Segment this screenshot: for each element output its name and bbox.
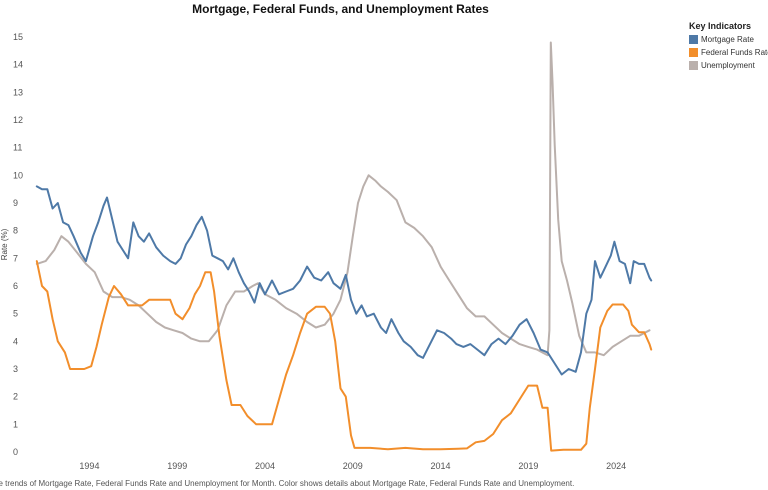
y-tick-label: 6 [13,281,18,291]
legend-item-unemployment[interactable]: Unemployment [689,59,768,72]
y-tick-label: 1 [13,419,18,429]
y-tick-label: 8 [13,226,18,236]
series-line-unemployment[interactable] [35,41,651,357]
y-tick-label: 12 [13,115,23,125]
legend[interactable]: Key Indicators Mortgage Rate Federal Fun… [689,21,768,72]
x-tick-label: 2004 [255,461,275,471]
series-line-federal-funds-rate[interactable] [35,260,653,452]
x-tick-label: 2009 [343,461,363,471]
plot-area[interactable] [0,22,681,468]
chart-title: Mortgage, Federal Funds, and Unemploymen… [192,2,489,16]
x-tick-label: 1999 [167,461,187,471]
y-tick-label: 13 [13,87,23,97]
y-tick-label: 15 [13,32,23,42]
legend-swatch-unemployment [689,61,698,70]
y-tick-label: 2 [13,392,18,402]
y-tick-label: 9 [13,198,18,208]
legend-title: Key Indicators [689,21,752,31]
y-tick-label: 3 [13,364,18,374]
legend-item-federal-funds-rate[interactable]: Federal Funds Rate [689,46,768,59]
y-axis-title: Rate (%) [0,228,9,260]
y-tick-label: 4 [13,336,18,346]
legend-label-federal-funds-rate: Federal Funds Rate [701,48,768,57]
series-line-mortgage-rate[interactable] [35,185,653,376]
chart-caption: he trends of Mortgage Rate, Federal Fund… [0,479,575,488]
x-tick-label: 2019 [518,461,538,471]
y-tick-label: 10 [13,170,23,180]
y-tick-label: 0 [13,447,18,457]
legend-swatch-federal-funds-rate [689,48,698,57]
legend-label-unemployment: Unemployment [701,61,755,70]
x-tick-label: 2014 [431,461,451,471]
y-tick-label: 11 [13,143,22,153]
x-tick-label: 2024 [606,461,626,471]
y-tick-label: 14 [13,60,23,70]
legend-label-mortgage-rate: Mortgage Rate [701,35,754,44]
x-tick-label: 1994 [79,461,99,471]
legend-swatch-mortgage-rate [689,35,698,44]
legend-item-mortgage-rate[interactable]: Mortgage Rate [689,33,768,46]
y-tick-label: 5 [13,309,18,319]
y-tick-label: 7 [13,253,18,263]
